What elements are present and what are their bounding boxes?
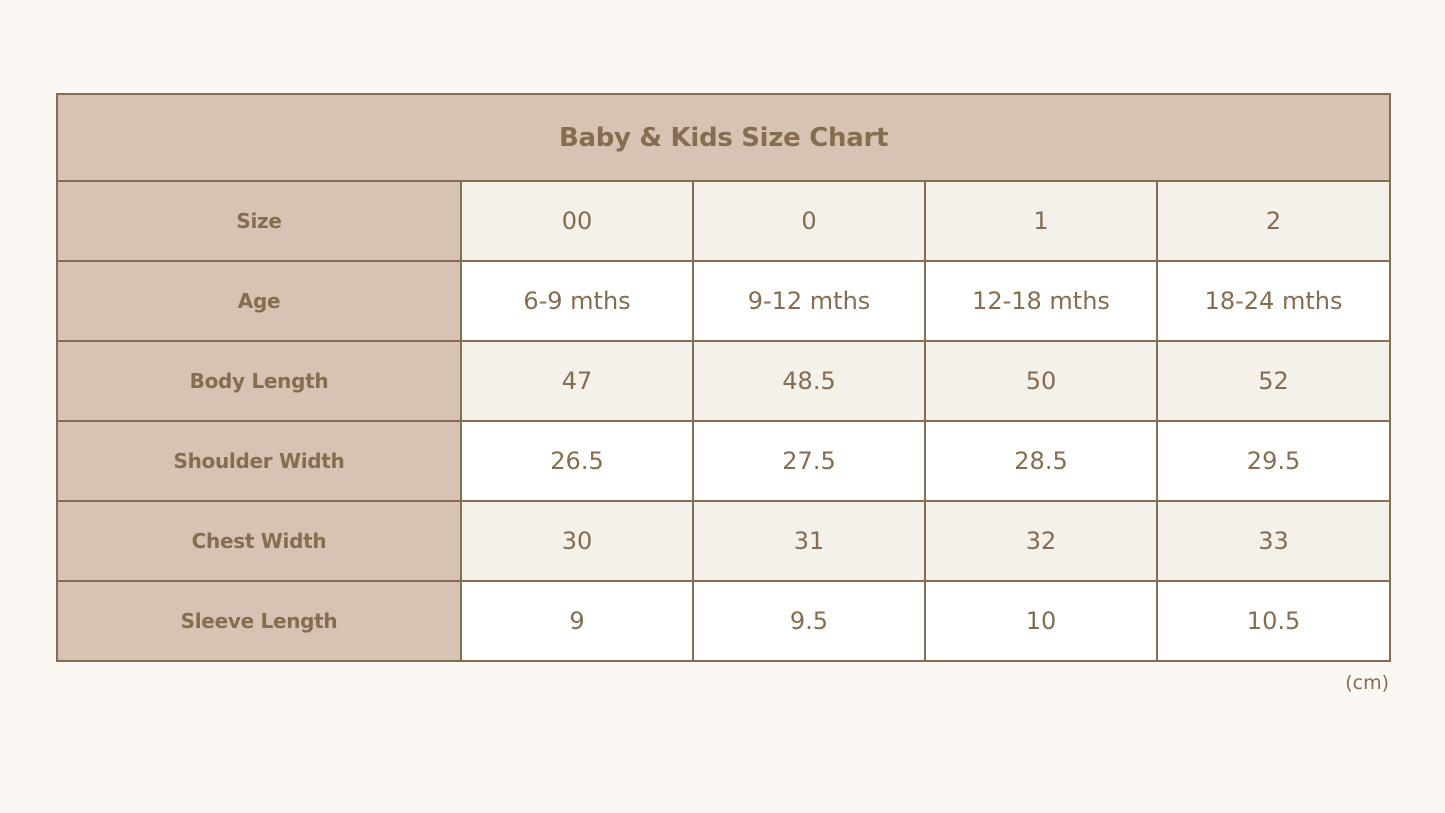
row-label-age: Age	[56, 260, 462, 342]
table-row: Size 00 0 1 2	[56, 180, 1392, 262]
table-cell: 10	[924, 580, 1158, 662]
unit-note: (cm)	[1345, 672, 1389, 694]
row-label-sleeve-length: Sleeve Length	[56, 580, 462, 662]
table-cell: 00	[460, 180, 694, 262]
table-cell: 9.5	[692, 580, 926, 662]
table-cell: 47	[460, 340, 694, 422]
table-cell: 2	[1155, 180, 1392, 262]
table-row: Shoulder Width 26.5 27.5 28.5 29.5	[56, 420, 1392, 502]
table-cell: 27.5	[692, 420, 926, 502]
table-cell: 9-12 mths	[692, 260, 926, 342]
table-cell: 9	[460, 580, 694, 662]
table-cell: 50	[924, 340, 1158, 422]
table-cell: 18-24 mths	[1155, 260, 1392, 342]
table-row: Body Length 47 48.5 50 52	[56, 340, 1392, 422]
table-row: Sleeve Length 9 9.5 10 10.5	[56, 580, 1392, 662]
table-row: Chest Width 30 31 32 33	[56, 500, 1392, 582]
table-cell: 32	[924, 500, 1158, 582]
row-label-body-length: Body Length	[56, 340, 462, 422]
title-row: Baby & Kids Size Chart	[55, 93, 1392, 182]
table-cell: 10.5	[1155, 580, 1392, 662]
table-cell: 0	[692, 180, 926, 262]
table-cell: 28.5	[924, 420, 1158, 502]
table-row: Age 6-9 mths 9-12 mths 12-18 mths 18-24 …	[56, 260, 1392, 342]
chart-title: Baby & Kids Size Chart	[55, 93, 1392, 182]
table-cell: 30	[460, 500, 694, 582]
table-cell: 6-9 mths	[460, 260, 694, 342]
table-cell: 48.5	[692, 340, 926, 422]
row-label-size: Size	[56, 180, 462, 262]
table-cell: 52	[1155, 340, 1392, 422]
table-cell: 31	[692, 500, 926, 582]
table-cell: 33	[1155, 500, 1392, 582]
size-chart-table: Baby & Kids Size Chart Size 00 0 1 2 Age…	[55, 93, 1392, 662]
table-cell: 29.5	[1155, 420, 1392, 502]
table-cell: 26.5	[460, 420, 694, 502]
row-label-shoulder-width: Shoulder Width	[56, 420, 462, 502]
row-label-chest-width: Chest Width	[56, 500, 462, 582]
table-cell: 1	[924, 180, 1158, 262]
table-cell: 12-18 mths	[924, 260, 1158, 342]
